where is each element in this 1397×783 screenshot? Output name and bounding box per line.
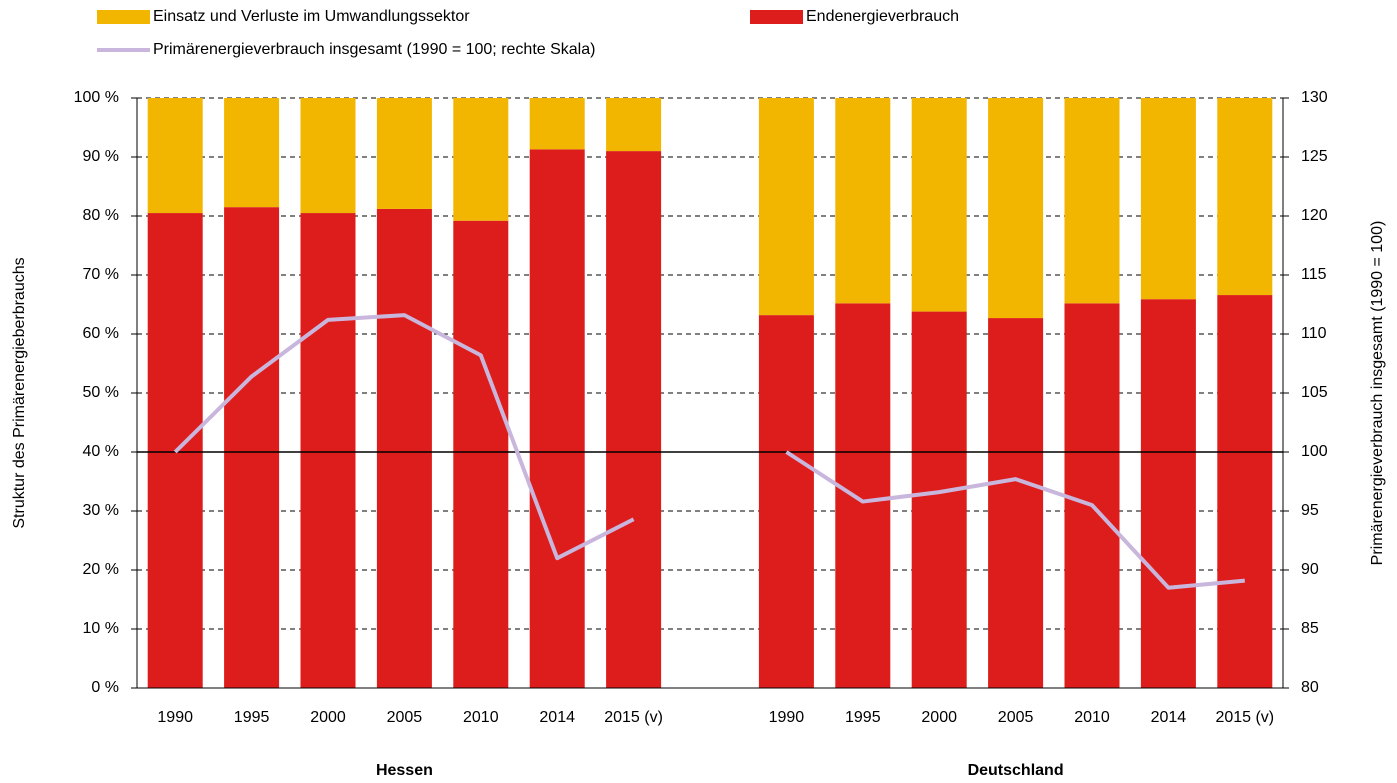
- group-label: Deutschland: [968, 762, 1064, 779]
- legend-swatch: [97, 10, 150, 24]
- bar-segment: [835, 98, 891, 304]
- y-tick-label: 50 %: [83, 384, 119, 401]
- y2-tick-label: 85: [1301, 620, 1319, 637]
- y2-tick-label: 110: [1301, 325, 1327, 342]
- y2-tick-label: 130: [1301, 89, 1328, 106]
- x-tick-label: 1995: [845, 709, 881, 726]
- x-tick-label: 2010: [1074, 709, 1110, 726]
- bar-segment: [1140, 299, 1196, 688]
- y2-axis-label: Primärenergieverbrauch insgesamt (1990 =…: [1369, 221, 1386, 566]
- bar-segment: [453, 98, 509, 221]
- bar-segment: [1064, 98, 1120, 304]
- x-tick-label: 2015 (v): [604, 709, 663, 726]
- x-tick-label: 1990: [157, 709, 193, 726]
- bar-segment: [376, 208, 432, 689]
- x-tick-label: 2000: [921, 709, 957, 726]
- y2-tick-label: 115: [1301, 266, 1327, 283]
- y2-tick-label: 95: [1301, 502, 1319, 519]
- x-tick-label: 2014: [539, 709, 575, 726]
- y2-tick-label: 100: [1301, 443, 1328, 460]
- y-tick-label: 80 %: [83, 207, 119, 224]
- x-tick-label: 2014: [1151, 709, 1187, 726]
- bar-segment: [911, 311, 967, 688]
- bar-segment: [1140, 98, 1196, 300]
- bar-segment: [1064, 303, 1120, 688]
- y-axis-label: Struktur des Primärenergieberbrauchs: [11, 257, 28, 528]
- group-label: Hessen: [376, 762, 433, 779]
- line: [173, 313, 1245, 590]
- bar-segment: [453, 220, 509, 688]
- legend-swatch: [750, 10, 803, 24]
- y2-tick-label: 120: [1301, 207, 1328, 224]
- bar-segment: [376, 98, 432, 209]
- legend-label: Primärenergieverbrauch insgesamt (1990 =…: [153, 41, 595, 58]
- bar-segment: [988, 318, 1044, 688]
- y-tick-label: 70 %: [83, 266, 119, 283]
- y2-tick-label: 90: [1301, 561, 1319, 578]
- y-tick-label: 0 %: [91, 679, 119, 696]
- bar-segment: [147, 98, 203, 214]
- bar-segment: [529, 149, 585, 688]
- x-tick-label: 2000: [310, 709, 346, 726]
- bar-segment: [911, 98, 967, 312]
- y-tick-label: 20 %: [83, 561, 119, 578]
- y2-tick-label: 125: [1301, 148, 1328, 165]
- bar-segment: [1217, 98, 1273, 296]
- bar-segment: [529, 98, 585, 150]
- legend-label: Einsatz und Verluste im Umwandlungssekto…: [153, 8, 470, 25]
- bar-segment: [835, 303, 891, 688]
- x-tick-label: 2005: [998, 709, 1034, 726]
- x-tick-label: 2015 (v): [1215, 709, 1274, 726]
- legend-label: Endenergieverbrauch: [806, 8, 959, 25]
- bar-segment: [988, 98, 1044, 319]
- y2-tick-label: 105: [1301, 384, 1328, 401]
- bar-segment: [606, 151, 662, 689]
- bar-segment: [300, 98, 356, 214]
- x-tick-label: 1990: [769, 709, 805, 726]
- bar-segment: [300, 213, 356, 689]
- y-tick-label: 10 %: [83, 620, 119, 637]
- y-tick-label: 100 %: [74, 89, 119, 106]
- y-tick-label: 90 %: [83, 148, 119, 165]
- x-tick-label: 1995: [234, 709, 270, 726]
- y-tick-label: 40 %: [83, 443, 119, 460]
- y-tick-label: 30 %: [83, 502, 119, 519]
- x-tick-label: 2010: [463, 709, 499, 726]
- y2-tick-label: 80: [1301, 679, 1319, 696]
- bar-segment: [758, 98, 814, 316]
- y-tick-label: 60 %: [83, 325, 119, 342]
- bar-segment: [1217, 295, 1273, 688]
- x-tick-label: 2005: [387, 709, 423, 726]
- bar-segment: [224, 207, 280, 688]
- bar-segment: [758, 315, 814, 688]
- bar-segment: [606, 98, 662, 152]
- bar-segment: [224, 98, 280, 208]
